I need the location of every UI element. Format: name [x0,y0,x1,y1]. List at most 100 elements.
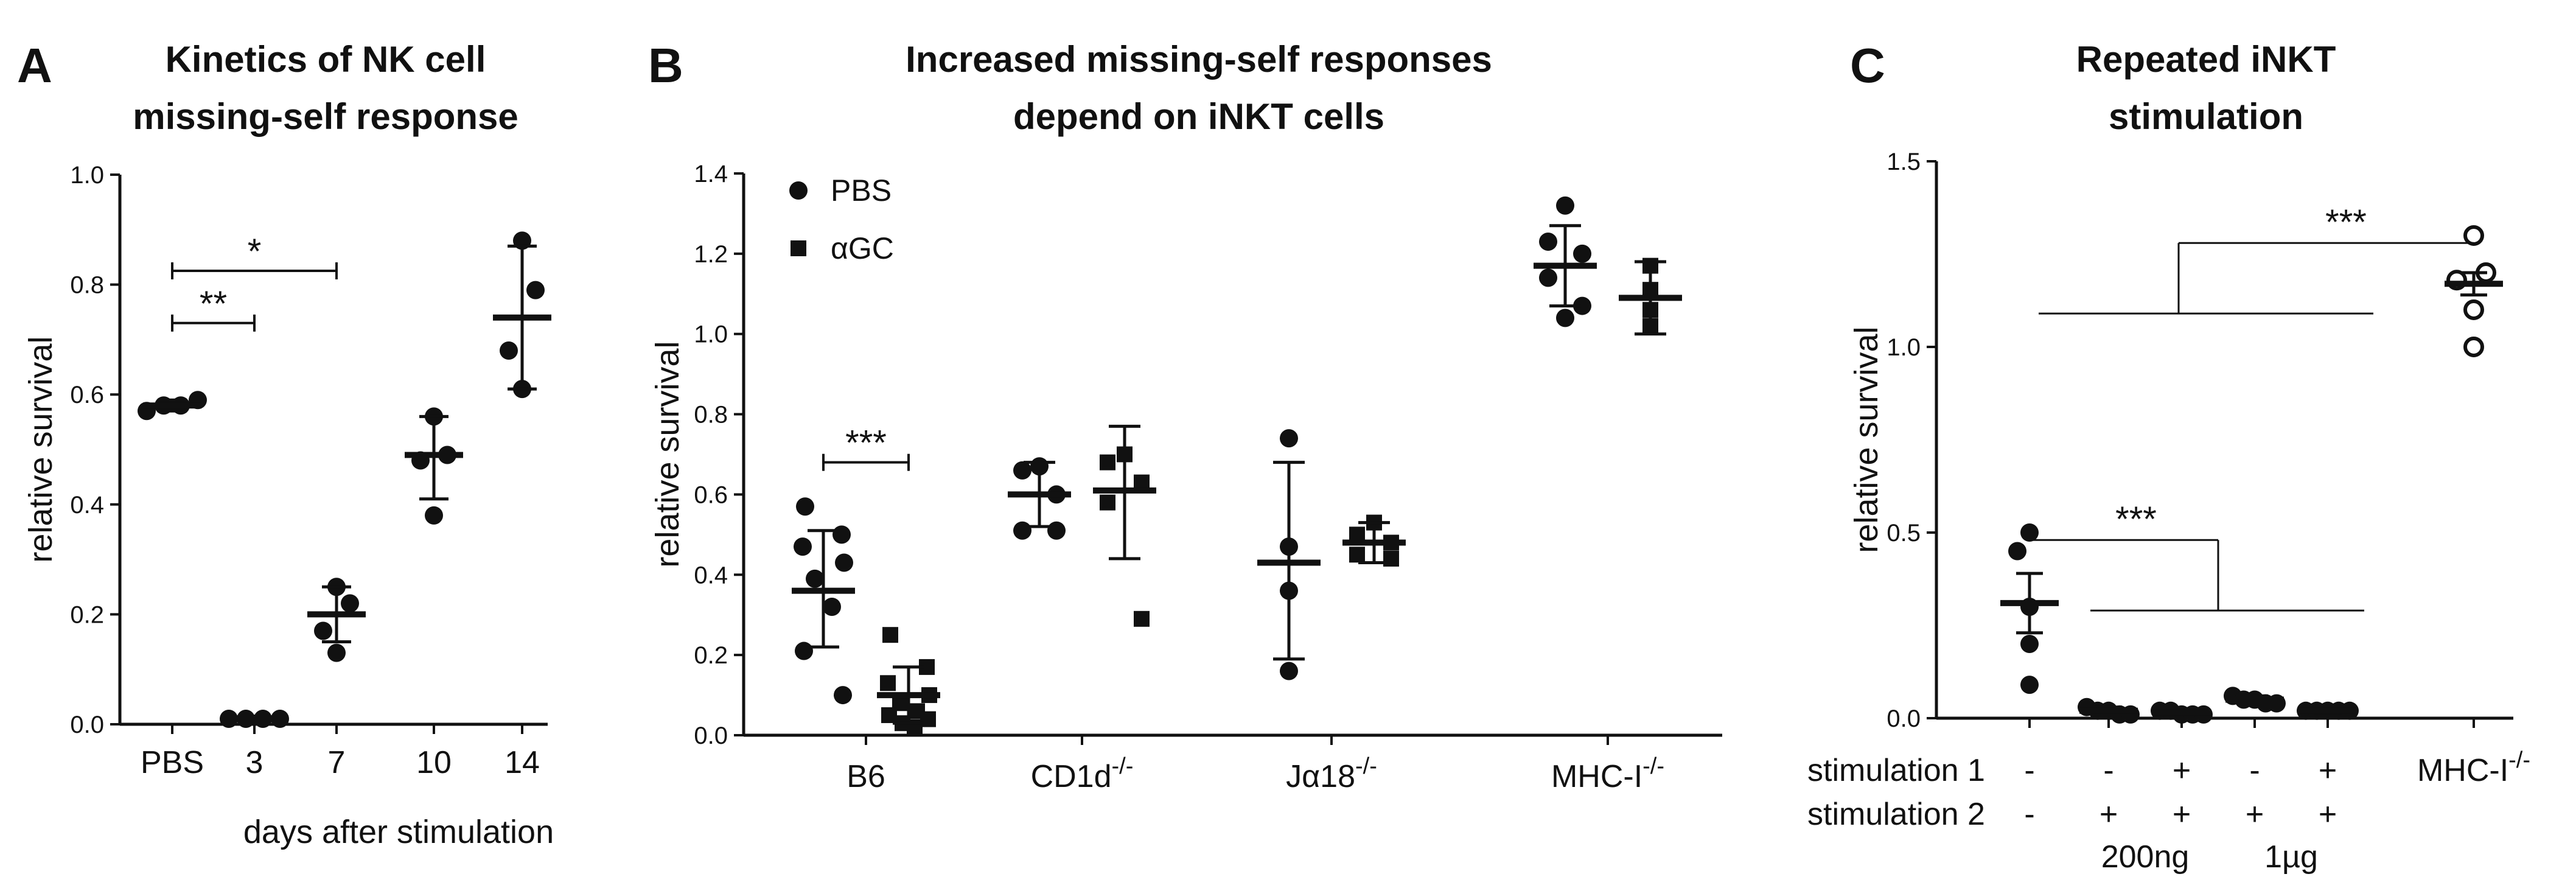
chart-c-title-line-1: Repeated iNKT [2076,39,2336,80]
chart-a-title-line-1: Kinetics of NK cell [166,39,486,80]
chart-a-x-tick-label-0: PBS [141,745,204,780]
chart-b-point [1280,429,1298,448]
chart-b-point [1573,296,1591,315]
chart-b-y-axis-tick-label-5: 1.0 [694,321,728,348]
chart-b-point [1539,268,1557,287]
chart-b-point [835,553,853,572]
chart-c-point [2463,337,2484,357]
chart-b-point [882,627,898,643]
chart-a-significance-label-1: * [248,232,262,271]
chart-a-title-line-2: missing-self response [133,96,518,137]
chart-b-point [795,642,813,660]
chart-c-stim1-value-1: - [2103,753,2114,788]
chart-c-point [2020,635,2039,653]
chart-a-point [341,594,359,613]
chart-b-y-axis-tick-label-7: 1.4 [694,161,728,187]
chart-b-point [832,525,851,544]
panel-label-a: A [17,38,52,93]
chart-c-stim2-value-1: + [2100,797,2118,832]
panel-label-b: B [648,38,683,93]
chart-b-point [1013,461,1031,480]
chart-c-point [2020,676,2039,694]
chart-b-point [796,497,814,516]
chart-b-point [1013,521,1031,540]
chart-c-stim1-value-0: - [2024,753,2034,788]
chart-c-stim2-value-0: - [2024,797,2034,832]
chart-c-y-axis-tick-label-0: 0.0 [1887,705,1921,732]
chart-c-stim2-value-2: + [2173,797,2191,832]
chart-a-x-label: days after stimulation [243,814,554,850]
chart-a-x-tick-label-3: 10 [416,745,452,780]
chart-b-point [880,675,896,691]
chart-b-x-tick-label-1: CD1d-/- [1031,753,1134,794]
chart-b-point [1383,550,1399,567]
chart-c-point [2463,299,2484,320]
panel-label-c: C [1850,38,1885,93]
chart-a-significance-label-0: ** [200,284,227,324]
chart-b-point [1280,662,1298,680]
chart-c-stim2-value-3: + [2246,797,2264,832]
chart-c-significance-label-0: *** [2115,500,2157,539]
chart-b-point [1134,610,1150,627]
chart-b-y-axis-tick-label-1: 0.2 [694,642,728,669]
chart-c-y-axis-tick-label-1: 0.5 [1887,520,1921,547]
chart-a-point [314,621,332,640]
chart-c-stim2-value-4: + [2319,797,2337,832]
chart-b-y-axis-tick-label-4: 0.8 [694,402,728,428]
chart-a-point [500,341,518,360]
chart-b-y-axis-tick-label-3: 0.6 [694,481,728,508]
chart-b-point [1573,244,1591,263]
chart-c-dose-label-0: 200ng [2101,839,2190,875]
chart-b-point [881,707,897,724]
chart-b-legend-marker-0 [789,181,808,200]
chart-c-y-axis-tick-label-2: 1.0 [1887,334,1921,361]
chart-a-y-axis-tick-label-4: 0.8 [70,272,104,299]
chart-b-x-tick-label-0: B6 [846,759,885,794]
chart-a-x-tick-label-2: 7 [328,745,346,780]
chart-b-legend-marker-1 [791,240,806,256]
chart-a-x-tick-label-1: 3 [246,745,264,780]
chart-b-significance-label-0: *** [845,424,887,463]
chart-c-stim1-value-4: + [2319,753,2337,788]
chart-c-x-tick-label-5: MHC-I-/- [2417,747,2530,788]
chart-c-stim1-value-2: + [2173,753,2191,788]
chart-b-point [1556,309,1574,327]
chart-c-point [2008,542,2026,561]
chart-b-point [794,537,812,556]
chart-a-y-axis-tick-label-0: 0.0 [70,711,104,738]
chart-b-point [1556,196,1574,215]
chart-b-point [834,686,852,705]
chart-a-y-axis-tick-label-1: 0.2 [70,601,104,628]
chart-c-y-label: relative survival [1848,326,1885,553]
chart-b-legend-label-1: αGC [831,231,894,265]
chart-a-x-tick-label-4: 14 [504,745,540,780]
chart-b-point [806,569,824,588]
chart-b-point [823,598,841,617]
chart-c-point [2020,523,2039,542]
chart-b-point [1100,494,1115,511]
chart-a-point [526,281,545,299]
chart-a-y-label: relative survival [23,336,59,562]
chart-b-point [1100,454,1115,470]
chart-b-y-axis-tick-label-0: 0.0 [694,722,728,749]
chart-b-title-line-2: depend on iNKT cells [1013,96,1384,137]
chart-a-point [425,506,443,525]
chart-a-y-axis-tick-label-3: 0.6 [70,382,104,408]
chart-b-x-tick-label-2: Jα18-/- [1286,753,1377,794]
chart-b-title-line-1: Increased missing-self responses [906,39,1492,80]
chart-c-dose-label-1: 1µg [2264,839,2318,875]
chart-b-y-label: relative survival [649,341,686,567]
chart-c-point [2463,225,2484,246]
chart-b-legend-label-0: PBS [831,173,892,208]
chart-c-row-label-1: stimulation 2 [1807,797,1985,832]
chart-b-y-axis-tick-label-2: 0.4 [694,562,728,589]
chart-b-x-tick-label-3: MHC-I-/- [1551,753,1664,794]
chart-b-point [1047,521,1066,540]
chart-b-y-axis-tick-label-6: 1.2 [694,241,728,268]
chart-a-y-axis-tick-label-2: 0.4 [70,492,104,519]
chart-b-point [1349,547,1365,563]
chart-c-title-line-2: stimulation [2109,96,2303,137]
chart-c-stim1-value-3: - [2249,753,2260,788]
chart-a-point [327,643,346,662]
